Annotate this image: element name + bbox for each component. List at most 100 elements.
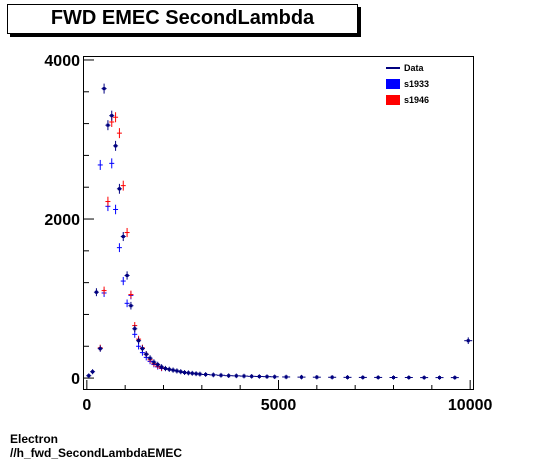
point-Data <box>136 337 142 344</box>
point-s1946 <box>128 290 134 299</box>
point-marker <box>163 367 167 371</box>
x-tick-label: 5000 <box>261 397 297 414</box>
chart-title-box: FWD EMEC SecondLambda <box>7 4 358 34</box>
point-marker <box>87 374 91 378</box>
point-marker <box>171 368 175 372</box>
point-s1946 <box>120 180 126 191</box>
legend-label-s1946: s1946 <box>404 95 429 105</box>
point-marker <box>102 87 106 91</box>
point-marker <box>438 376 441 380</box>
point-marker <box>227 374 231 378</box>
point-marker <box>300 375 303 379</box>
point-marker <box>110 114 114 118</box>
point-s1946 <box>113 112 119 123</box>
point-marker <box>98 347 102 351</box>
point-s1946 <box>124 227 130 238</box>
point-marker <box>152 360 156 364</box>
point-marker <box>392 376 395 380</box>
point-Data <box>358 375 367 380</box>
point-marker <box>121 235 125 239</box>
point-s1933 <box>124 299 130 308</box>
point-marker <box>407 376 411 380</box>
point-marker <box>265 375 269 379</box>
point-Data <box>450 375 459 380</box>
point-Data <box>270 374 279 380</box>
point-marker <box>234 374 238 378</box>
point-marker <box>114 144 118 148</box>
point-Data <box>224 373 233 379</box>
point-marker <box>211 373 215 377</box>
point-Data <box>232 373 241 379</box>
point-marker <box>148 356 152 360</box>
point-Data <box>374 375 383 380</box>
point-Data <box>297 374 306 380</box>
y-tick-label: 4000 <box>44 53 80 70</box>
point-marker <box>183 371 187 375</box>
x-tick-label: 0 <box>82 397 91 414</box>
point-Data <box>170 367 176 373</box>
point-s1946 <box>105 196 111 207</box>
point-Data <box>105 120 111 131</box>
point-marker <box>361 375 365 379</box>
point-marker <box>194 372 198 376</box>
point-marker <box>137 339 141 343</box>
point-marker <box>422 376 426 380</box>
point-Data <box>404 375 413 380</box>
point-Data <box>255 374 264 379</box>
point-marker <box>346 375 349 379</box>
point-s1933 <box>113 204 119 215</box>
point-s1946 <box>101 286 107 295</box>
point-Data <box>240 373 248 379</box>
point-marker <box>190 371 194 375</box>
point-marker <box>273 375 277 379</box>
x-tick-label: 10000 <box>448 397 493 414</box>
point-marker <box>156 363 160 367</box>
point-marker <box>167 367 171 371</box>
point-Data <box>247 374 256 379</box>
point-Data <box>139 345 145 352</box>
point-Data <box>120 231 126 242</box>
footer-particle-label: Electron <box>10 432 59 446</box>
footer-histogram-path: //h_fwd_SecondLambdaEMEC <box>10 446 183 460</box>
point-marker <box>250 374 254 378</box>
point-marker <box>315 375 319 379</box>
point-Data <box>143 351 149 358</box>
point-Data <box>343 375 352 380</box>
point-marker <box>198 372 202 376</box>
point-marker <box>129 304 133 308</box>
point-Data <box>263 374 271 379</box>
legend-label-Data: Data <box>404 63 425 73</box>
point-Data <box>147 355 153 362</box>
point-marker <box>219 373 223 377</box>
legend: Data s1933 s1946 <box>386 63 429 105</box>
point-marker <box>242 374 246 378</box>
point-marker <box>117 187 121 191</box>
legend-swatch-s1933 <box>386 79 400 89</box>
point-Data <box>435 375 444 380</box>
point-Data <box>132 325 138 333</box>
point-marker <box>376 375 380 379</box>
point-marker <box>179 370 183 374</box>
point-s1933 <box>136 343 142 350</box>
point-marker <box>144 352 148 356</box>
point-marker <box>140 347 144 351</box>
point-Data <box>159 364 165 370</box>
point-Data <box>128 301 134 310</box>
point-Data <box>197 371 203 377</box>
point-marker <box>175 369 179 373</box>
point-Data <box>124 271 130 280</box>
point-Data <box>312 374 321 380</box>
point-Data <box>328 375 337 380</box>
point-marker <box>466 339 470 343</box>
point-Data <box>116 183 122 194</box>
legend-swatch-s1946 <box>386 95 400 105</box>
point-s1933 <box>97 159 103 170</box>
data-marks <box>86 83 473 380</box>
point-marker <box>186 371 190 375</box>
point-Data <box>151 359 157 366</box>
point-s1933 <box>116 243 122 253</box>
point-Data <box>155 361 161 368</box>
y-tick-label: 0 <box>71 371 80 388</box>
point-Data <box>201 372 210 377</box>
